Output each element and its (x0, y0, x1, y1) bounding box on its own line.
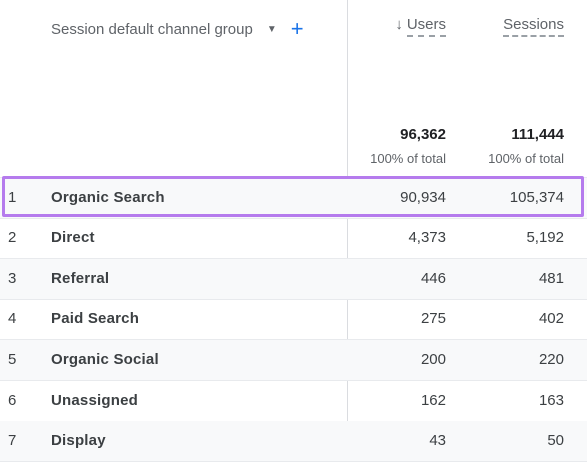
channel-name[interactable]: Paid Search (51, 310, 140, 327)
sessions-value: 105,374 (509, 189, 564, 206)
table-row[interactable]: 3 Referral 446 481 (0, 259, 587, 300)
row-index: 1 (8, 189, 17, 206)
sessions-value: 50 (547, 432, 564, 449)
channel-name[interactable]: Organic Social (51, 351, 159, 368)
sessions-value: 402 (538, 310, 564, 327)
users-value: 446 (420, 270, 446, 287)
caret-down-icon[interactable]: ▼ (266, 23, 277, 35)
table-row[interactable]: 6 Unassigned 162 163 (0, 381, 587, 422)
column-divider (347, 0, 348, 455)
table-row[interactable]: 1 Organic Search 90,934 105,374 (0, 177, 587, 219)
row-index: 2 (8, 229, 17, 246)
sessions-value: 5,192 (526, 229, 564, 246)
sessions-column-header[interactable]: Sessions (503, 16, 564, 37)
table-row[interactable]: 4 Paid Search 275 402 (0, 299, 587, 340)
channel-name[interactable]: Referral (51, 270, 110, 287)
sessions-value: 220 (538, 351, 564, 368)
users-value: 43 (429, 432, 446, 449)
row-index: 6 (8, 392, 17, 409)
arrow-down-icon[interactable]: ↓ (395, 16, 403, 33)
users-total-sub: 100% of total (370, 151, 446, 166)
sessions-value: 163 (538, 392, 564, 409)
users-header-label: Users (406, 16, 446, 37)
table-row[interactable]: 5 Organic Social 200 220 (0, 340, 587, 381)
sessions-total-sub: 100% of total (488, 151, 564, 166)
dimension-header-label: Session default channel group (51, 20, 253, 38)
users-value: 4,373 (408, 229, 446, 246)
plus-icon[interactable]: + (290, 16, 304, 41)
channel-name[interactable]: Organic Search (51, 189, 165, 206)
sessions-header-label: Sessions (503, 16, 564, 37)
users-total: 96,362 (400, 126, 446, 143)
table-row[interactable]: 2 Direct 4,373 5,192 (0, 218, 587, 259)
sessions-value: 481 (538, 270, 564, 287)
row-index: 5 (8, 351, 17, 368)
row-index: 3 (8, 270, 17, 287)
sessions-total: 111,444 (511, 126, 564, 143)
channel-name[interactable]: Direct (51, 229, 95, 246)
users-value: 90,934 (400, 189, 446, 206)
channel-name[interactable]: Unassigned (51, 392, 139, 409)
dimension-header[interactable]: Session default channel group ▼ + (51, 18, 304, 40)
channel-name[interactable]: Display (51, 432, 106, 449)
users-value: 162 (420, 392, 446, 409)
row-index: 7 (8, 432, 17, 449)
users-value: 200 (420, 351, 446, 368)
users-column-header[interactable]: ↓ Users (395, 16, 446, 37)
users-value: 275 (420, 310, 446, 327)
row-index: 4 (8, 310, 17, 327)
table-row[interactable]: 7 Display 43 50 (0, 421, 587, 462)
